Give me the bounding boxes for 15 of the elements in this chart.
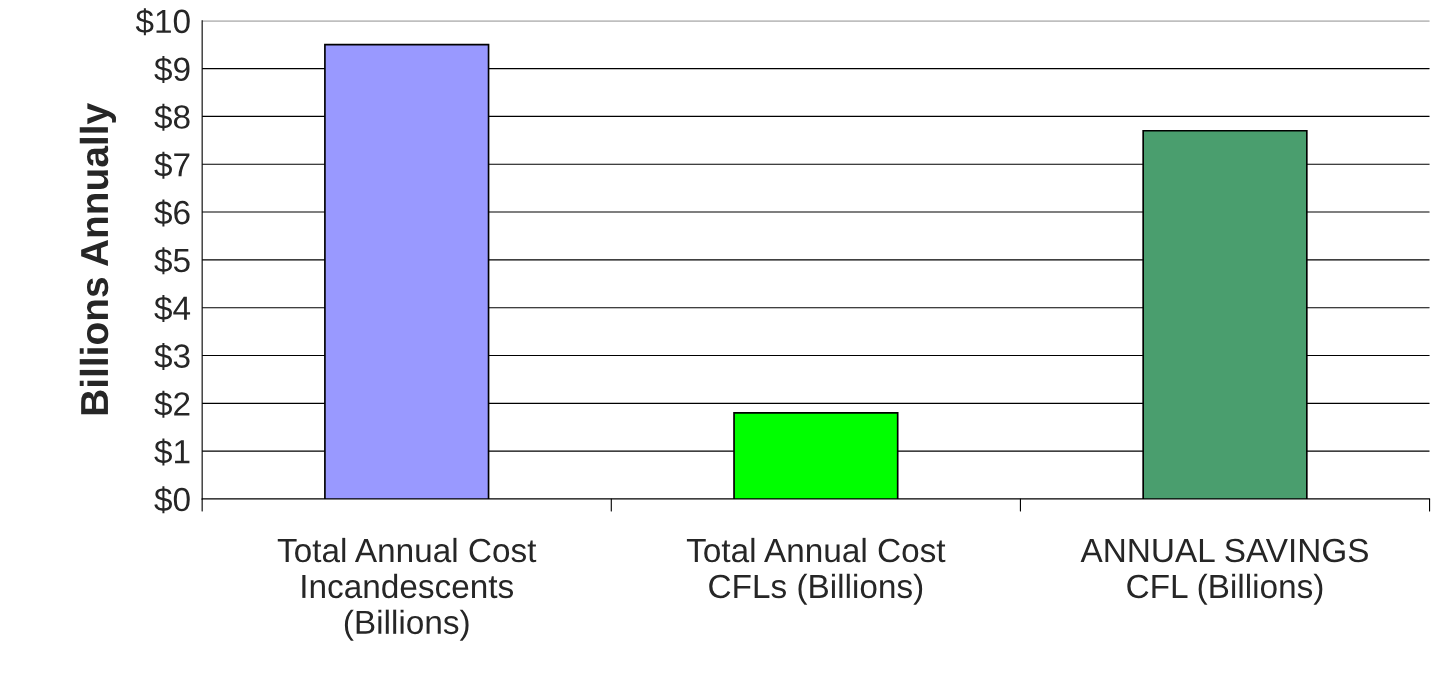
x-tick-label: Total Annual Cost CFLs (Billions) bbox=[686, 537, 946, 605]
y-tick-label: $1 bbox=[154, 438, 190, 466]
y-tick-label: $2 bbox=[154, 390, 190, 418]
y-tick-label: $9 bbox=[154, 56, 190, 83]
y-tick-label: $5 bbox=[154, 247, 190, 275]
y-tick-label: $7 bbox=[154, 151, 190, 179]
y-tick-label: $4 bbox=[154, 295, 191, 323]
x-tick-label: Total Annual Cost Incandescents (Billions) bbox=[277, 537, 537, 641]
x-tick-label: ANNUAL SAVINGS CFL (Billions) bbox=[1080, 538, 1368, 605]
y-axis-title: Billions Annually bbox=[79, 103, 116, 415]
y-tick-label: $10 bbox=[135, 8, 190, 36]
y-tick-label: $3 bbox=[154, 342, 190, 370]
y-tick-label: $8 bbox=[154, 103, 190, 131]
y-tick-label: $6 bbox=[154, 199, 190, 227]
y-tick-label: $0 bbox=[154, 486, 190, 514]
